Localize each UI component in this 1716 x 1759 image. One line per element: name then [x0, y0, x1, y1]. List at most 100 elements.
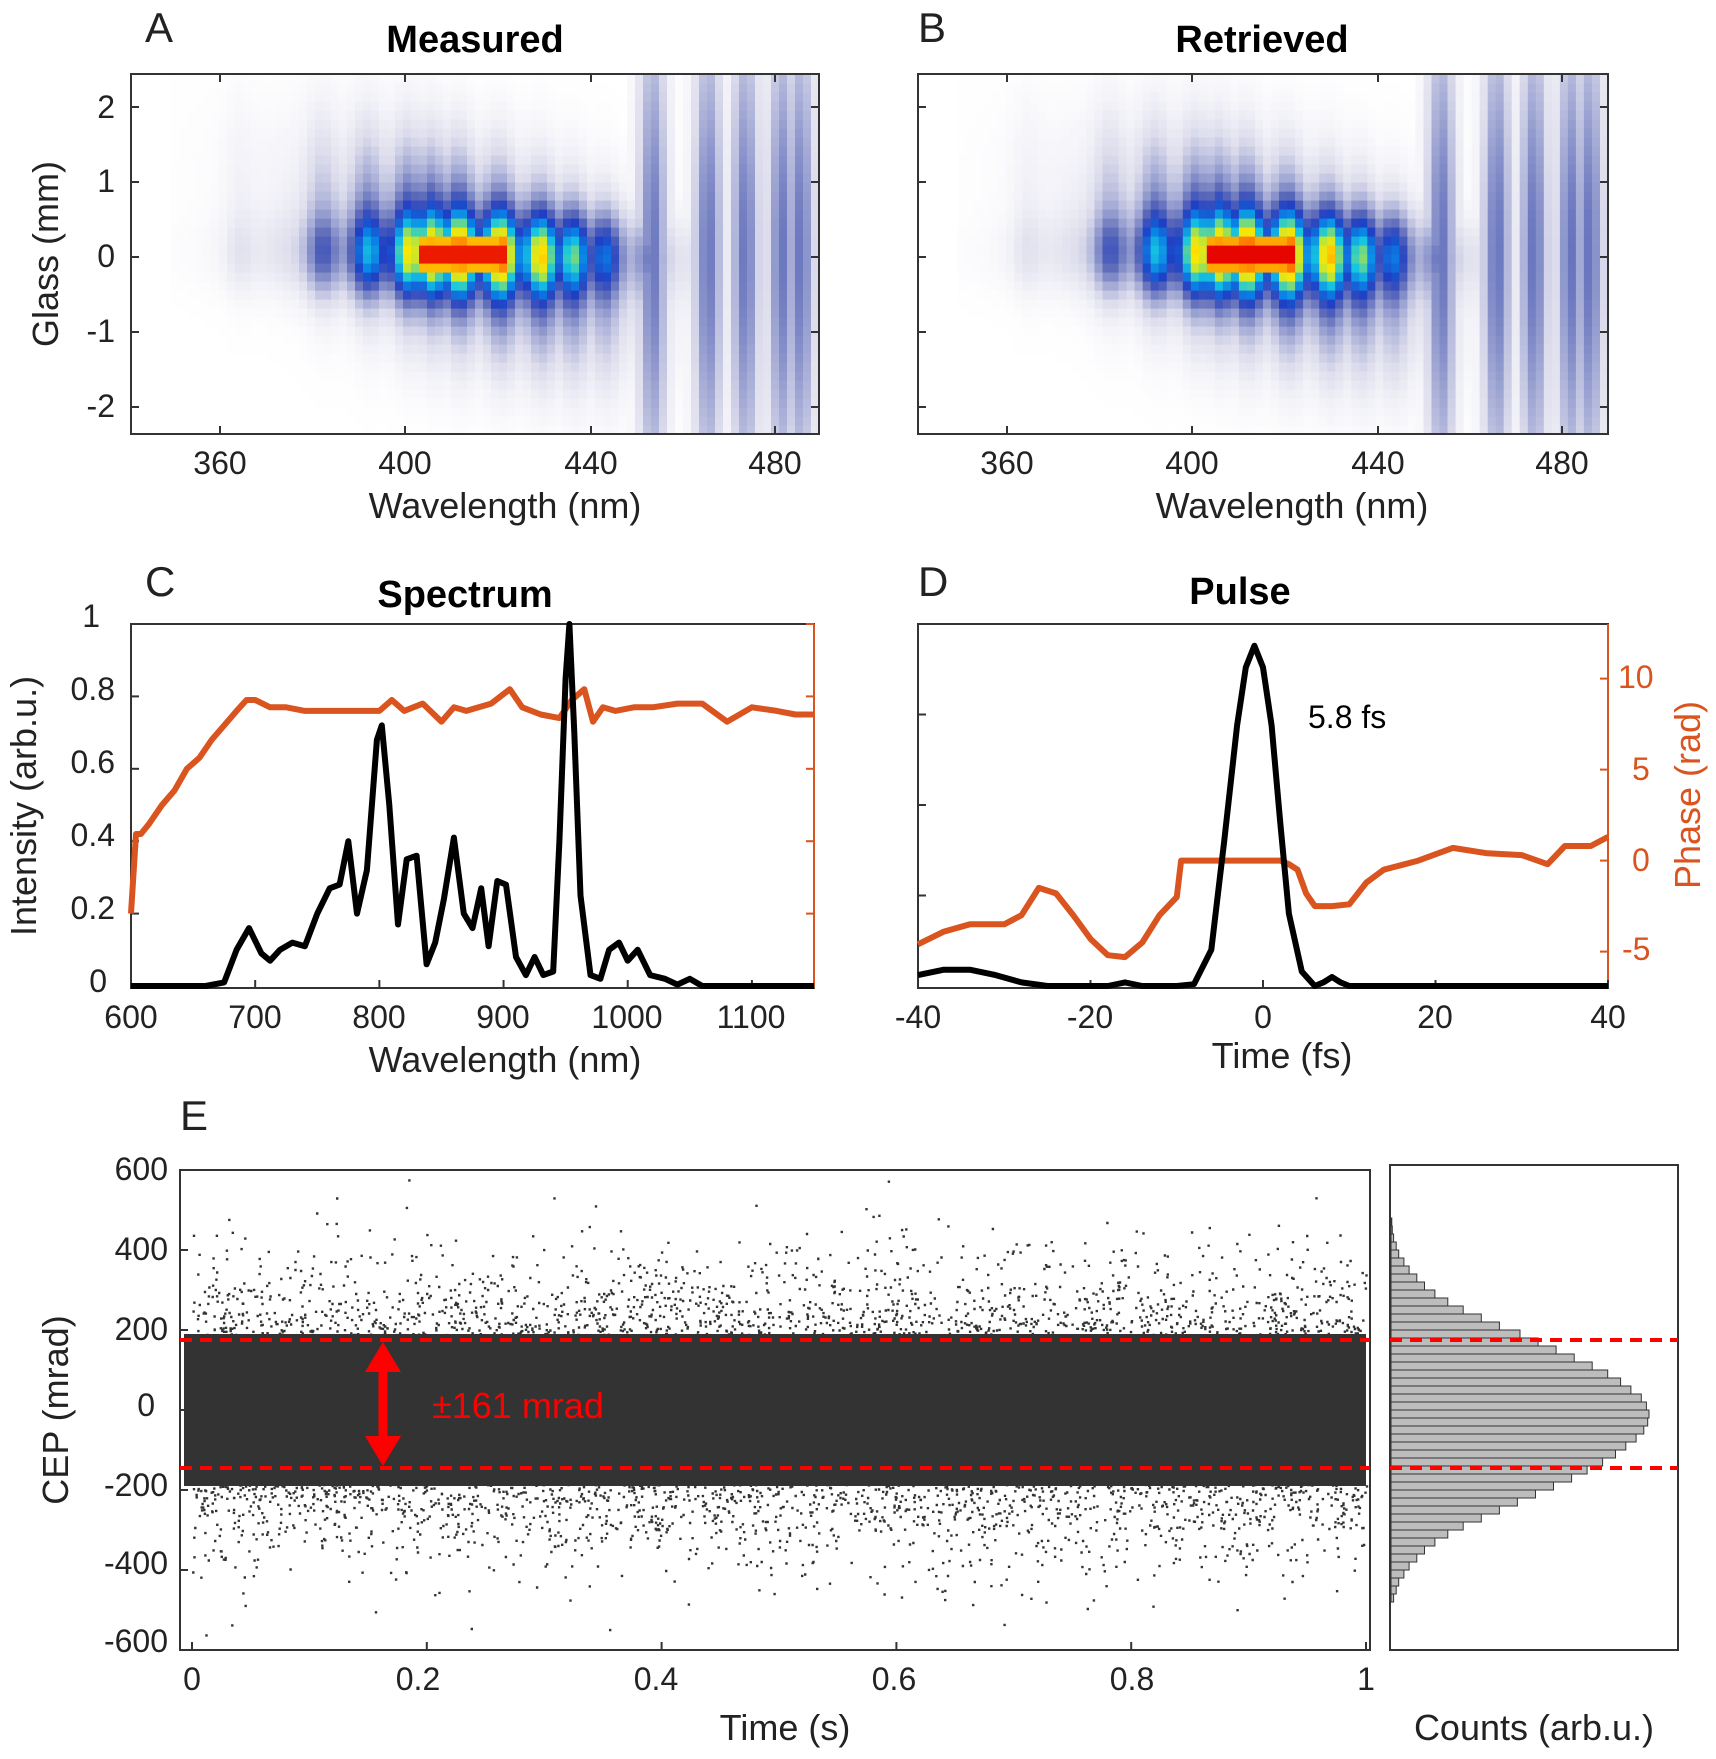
heatmap-cell: [299, 137, 308, 147]
heatmap-cell: [990, 362, 999, 372]
heatmap-cell: [195, 119, 204, 129]
heatmap-cell: [403, 398, 412, 408]
heatmap-cell: [1206, 254, 1216, 264]
heatmap-cell: [675, 227, 684, 237]
heatmap-cell: [715, 344, 724, 354]
heatmap-cell: [1006, 353, 1015, 363]
heatmap-cell: [1166, 272, 1176, 282]
heatmap-cell: [203, 272, 212, 282]
heatmap-cell: [395, 299, 404, 309]
heatmap-cell: [219, 128, 228, 138]
heatmap-cell: [611, 371, 620, 381]
heatmap-cell: [187, 200, 196, 210]
heatmap-cell: [427, 290, 436, 300]
heatmap-cell: [1190, 200, 1200, 210]
heatmap-cell: [982, 173, 991, 183]
heatmap-cell: [507, 416, 516, 426]
heatmap-cell: [355, 416, 364, 426]
heatmap-cell: [803, 83, 812, 93]
heatmap-cell: [1198, 326, 1208, 336]
heatmap-cell: [555, 101, 564, 111]
heatmap-cell: [307, 425, 316, 434]
heatmap-cell: [1166, 209, 1176, 219]
heatmap-cell: [283, 290, 292, 300]
heatmap-cell: [275, 182, 284, 192]
heatmap-cell: [267, 164, 276, 174]
heatmap-cell: [1142, 146, 1152, 156]
heatmap-cell: [1174, 209, 1184, 219]
heatmap-cell: [363, 110, 372, 120]
heatmap-cell: [443, 326, 452, 336]
heatmap-cell: [331, 191, 340, 201]
heatmap-cell: [739, 308, 748, 318]
panel-a-frame: [130, 73, 820, 435]
heatmap-cell: [1110, 272, 1120, 282]
heatmap-cell: [419, 254, 428, 264]
heatmap-cell: [235, 173, 244, 183]
heatmap-cell: [1030, 299, 1039, 309]
heatmap-cell: [211, 380, 220, 390]
heatmap-cell: [918, 290, 927, 300]
heatmap-cell: [1014, 344, 1023, 354]
heatmap-cell: [163, 317, 172, 327]
heatmap-cell: [611, 137, 620, 147]
heatmap-cell: [723, 308, 732, 318]
heatmap-cell: [731, 389, 740, 399]
heatmap-cell: [958, 380, 967, 390]
heatmap-cell: [211, 290, 220, 300]
heatmap-cell: [603, 353, 612, 363]
heatmap-cell: [211, 389, 220, 399]
heatmap-cell: [547, 353, 556, 363]
heatmap-cell: [395, 74, 404, 84]
heatmap-cell: [739, 263, 748, 273]
heatmap-cell: [651, 272, 660, 282]
heatmap-cell: [243, 182, 252, 192]
heatmap-cell: [1062, 92, 1071, 102]
heatmap-cell: [675, 407, 684, 417]
heatmap-cell: [707, 74, 716, 84]
heatmap-cell: [139, 299, 148, 309]
heatmap-cell: [451, 281, 460, 291]
heatmap-cell: [643, 137, 652, 147]
heatmap-cell: [451, 344, 460, 354]
heatmap-cell: [763, 335, 772, 345]
heatmap-cell: [1110, 290, 1120, 300]
heatmap-cell: [467, 344, 476, 354]
heatmap-cell: [1030, 137, 1039, 147]
heatmap-cell: [1054, 155, 1063, 165]
heatmap-cell: [411, 299, 420, 309]
heatmap-cell: [1078, 362, 1088, 372]
heatmap-cell: [731, 236, 740, 246]
heatmap-cell: [643, 119, 652, 129]
heatmap-cell: [934, 371, 943, 381]
heatmap-cell: [451, 263, 460, 273]
heatmap-cell: [523, 362, 532, 372]
heatmap-cell: [627, 227, 636, 237]
heatmap-cell: [950, 362, 959, 372]
heatmap-cell: [179, 119, 188, 129]
heatmap-cell: [739, 425, 748, 434]
heatmap-cell: [691, 110, 700, 120]
heatmap-cell: [459, 200, 468, 210]
heatmap-cell: [966, 371, 975, 381]
heatmap-cell: [1190, 146, 1200, 156]
heatmap-cell: [1214, 245, 1224, 255]
heatmap-cell: [163, 236, 172, 246]
heatmap-cell: [651, 137, 660, 147]
heatmap-cell: [707, 218, 716, 228]
heatmap-cell: [219, 155, 228, 165]
heatmap-cell: [355, 335, 364, 345]
heatmap-cell: [707, 416, 716, 426]
heatmap-cell: [499, 191, 508, 201]
heatmap-cell: [147, 308, 156, 318]
heatmap-cell: [211, 353, 220, 363]
heatmap-cell: [1198, 254, 1208, 264]
heatmap-cell: [643, 155, 652, 165]
heatmap-cell: [587, 344, 596, 354]
heatmap-cell: [1006, 407, 1015, 417]
heatmap-cell: [683, 209, 692, 219]
heatmap-cell: [918, 101, 927, 111]
heatmap-cell: [443, 146, 452, 156]
heatmap-cell: [739, 173, 748, 183]
panel-a-xtick: 440: [564, 445, 617, 481]
